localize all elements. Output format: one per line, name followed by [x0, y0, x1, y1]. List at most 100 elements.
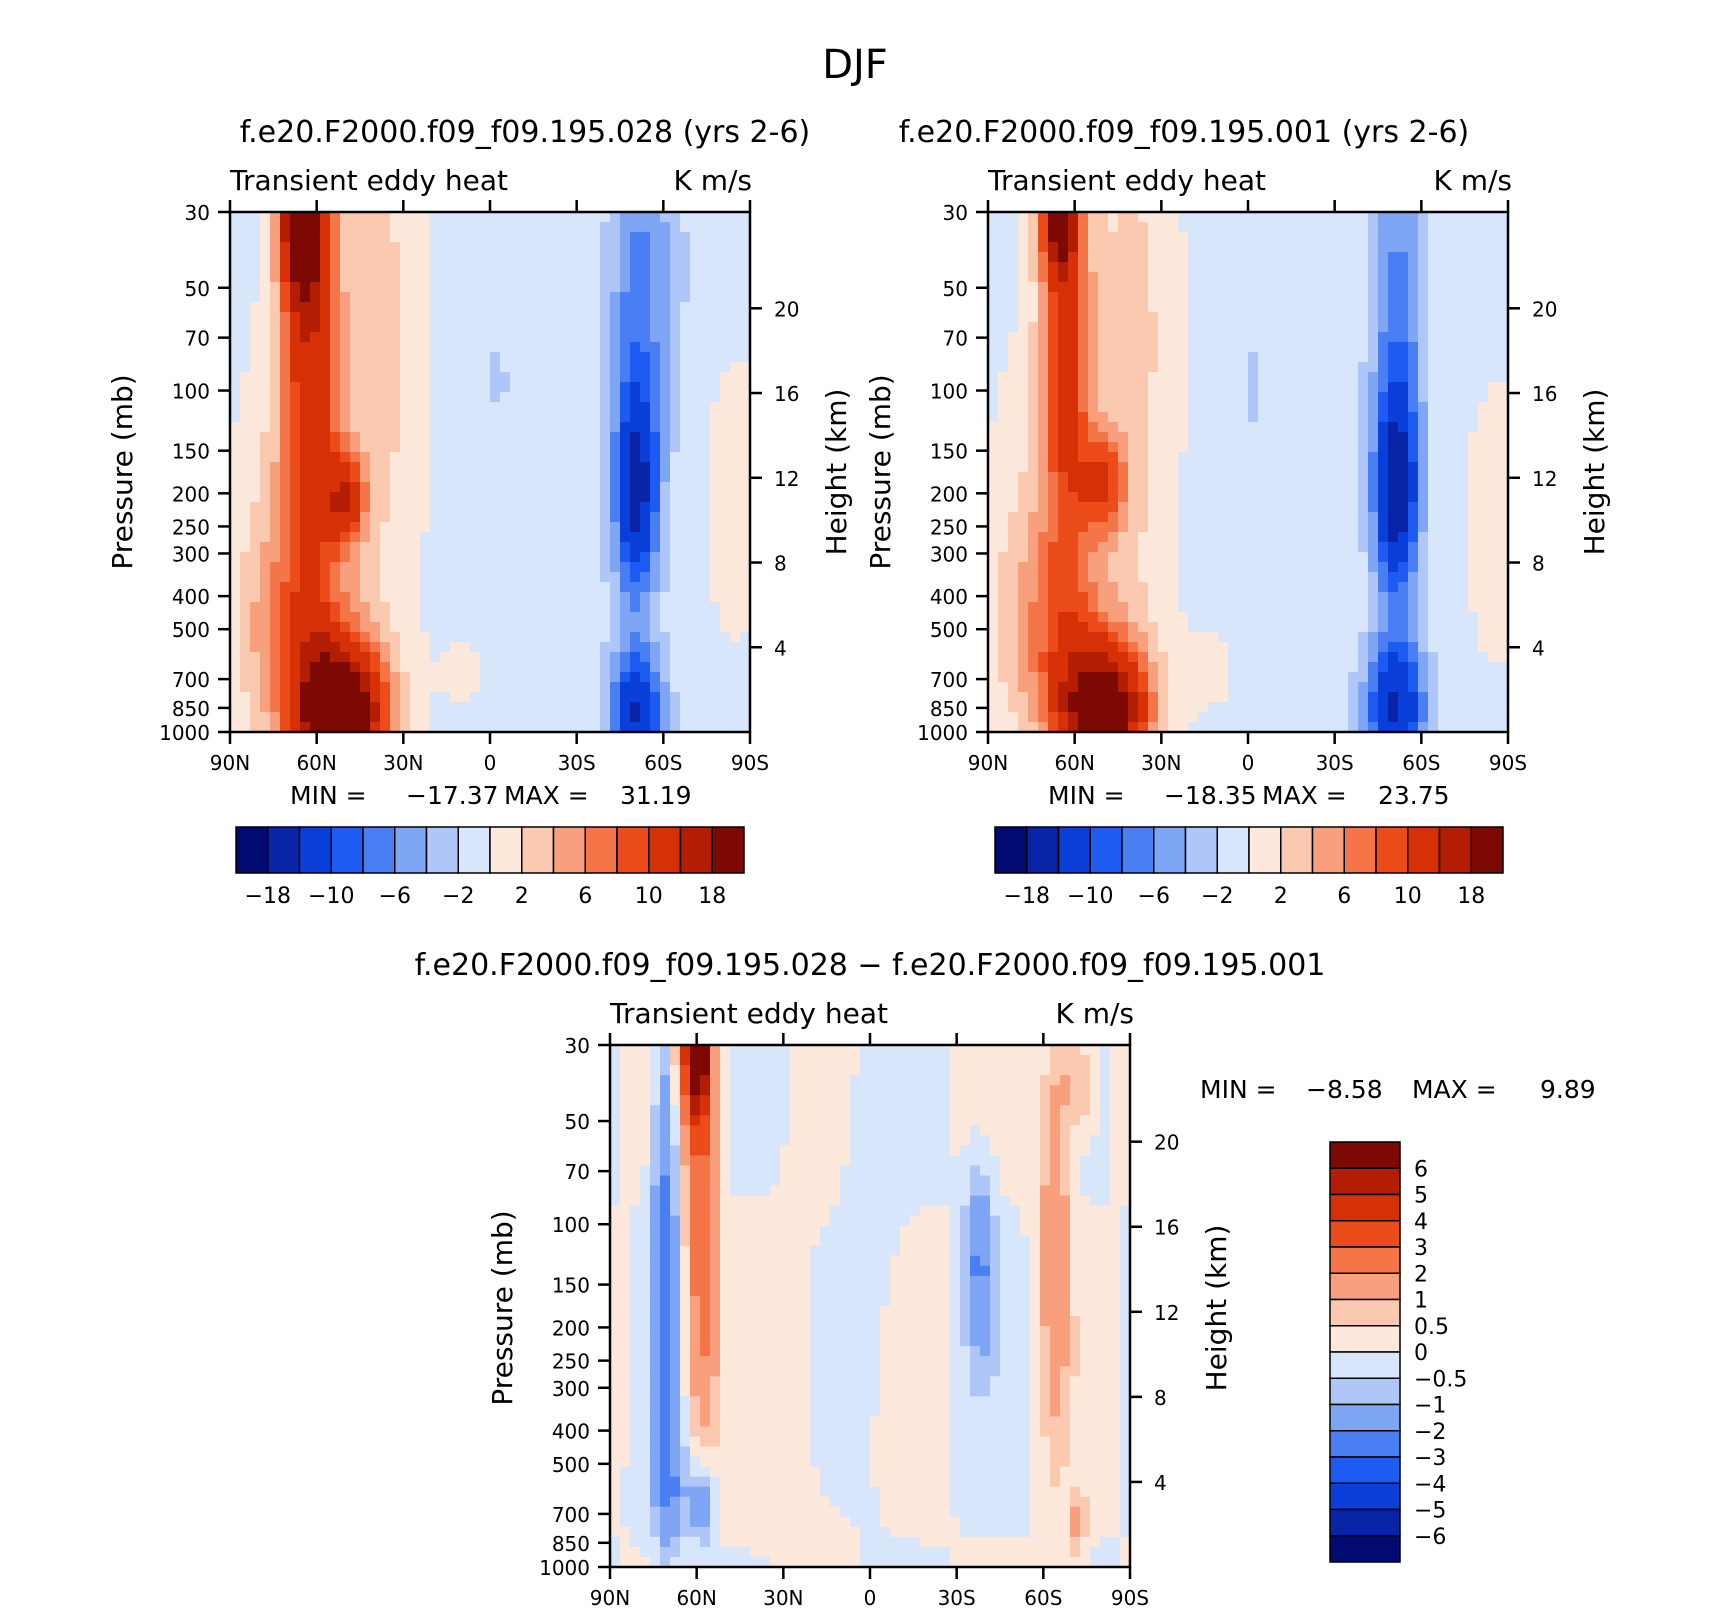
contour-cell [470, 572, 481, 583]
contour-cell [1238, 232, 1249, 243]
contour-cell [340, 602, 351, 613]
contour-cell [1128, 362, 1139, 373]
contour-cell [988, 352, 999, 363]
contour-cell [1308, 302, 1319, 313]
contour-cell [230, 372, 241, 383]
contour-cell [370, 392, 381, 403]
contour-cell [630, 472, 641, 483]
contour-cell [1078, 622, 1089, 633]
contour-cell [1208, 282, 1219, 293]
contour-cell [430, 652, 441, 663]
contour-cell [540, 282, 551, 293]
contour-cell [230, 252, 241, 263]
contour-cell [490, 262, 501, 273]
contour-cell [420, 302, 431, 313]
contour-cell [540, 252, 551, 263]
contour-cell [490, 602, 501, 613]
contour-cell [330, 662, 341, 673]
contour-cell [1388, 582, 1399, 593]
contour-cell [300, 722, 311, 732]
contour-cell [530, 712, 541, 723]
contour-cell [660, 662, 671, 673]
contour-cell [310, 702, 321, 713]
contour-cell [720, 632, 731, 643]
contour-cell [400, 672, 411, 683]
contour-cell [660, 292, 671, 303]
contour-cell [998, 432, 1009, 443]
contour-cell [1078, 262, 1089, 273]
contour-cell [260, 392, 271, 403]
contour-cell [1218, 342, 1229, 353]
contour-cell [450, 642, 461, 653]
contour-cell [1148, 372, 1159, 383]
contour-cell [1428, 262, 1439, 273]
contour-cell [460, 462, 471, 473]
contour-cell [490, 652, 501, 663]
contour-cell [550, 342, 561, 353]
contour-cell [1368, 232, 1379, 243]
contour-cell [390, 252, 401, 263]
colorbar-box [616, 826, 650, 874]
contour-cell [1148, 332, 1159, 343]
contour-cell [480, 502, 491, 513]
contour-cell [1498, 422, 1508, 433]
contour-cell [1238, 332, 1249, 343]
contour-cell [590, 302, 601, 313]
contour-cell [1178, 312, 1189, 323]
contour-cell [640, 552, 651, 563]
contour-cell [670, 282, 681, 293]
contour-cell [420, 402, 431, 413]
contour-cell [450, 692, 461, 703]
contour-cell [490, 332, 501, 343]
contour-cell [740, 232, 750, 243]
contour-cell [1408, 282, 1419, 293]
contour-cell [520, 492, 531, 503]
contour-cell [410, 512, 421, 523]
contour-cell [1088, 432, 1099, 443]
contour-cell [1118, 572, 1129, 583]
contour-cell [240, 652, 251, 663]
contour-cell [1048, 552, 1059, 563]
contour-cell [1058, 282, 1069, 293]
contour-cell [720, 282, 731, 293]
contour-cell [1378, 602, 1389, 613]
contour-cell [360, 482, 371, 493]
contour-cell [440, 282, 451, 293]
contour-cell [1028, 252, 1039, 263]
contour-cell [1418, 292, 1429, 303]
contour-cell [380, 472, 391, 483]
colorbar-box [552, 826, 586, 874]
contour-cell [988, 302, 999, 313]
contour-cell [610, 452, 621, 463]
contour-cell [370, 322, 381, 333]
contour-cell [640, 432, 651, 443]
contour-cell [1148, 592, 1159, 603]
contour-cell [1008, 612, 1019, 623]
contour-cell [380, 442, 391, 453]
contour-cell [600, 242, 611, 253]
contour-cell [660, 542, 671, 553]
contour-cell [640, 652, 651, 663]
contour-cell [550, 602, 561, 613]
contour-cell [640, 492, 651, 503]
contour-cell [710, 302, 721, 313]
colorbar-box [425, 826, 459, 874]
contour-cell [260, 332, 271, 343]
contour-cell [320, 642, 331, 653]
contour-cell [1048, 542, 1059, 553]
contour-cell [700, 652, 711, 663]
contour-cell [1248, 612, 1259, 623]
contour-cell [1438, 362, 1449, 373]
contour-cell [670, 392, 681, 403]
contour-cell [1188, 542, 1199, 553]
contour-cell [590, 652, 601, 663]
contour-cell [1298, 442, 1309, 453]
contour-cell [260, 432, 271, 443]
contour-cell [1478, 612, 1489, 623]
contour-cell [1108, 232, 1119, 243]
contour-cell [270, 722, 281, 732]
contour-cell [1048, 482, 1059, 493]
contour-cell [1298, 422, 1309, 433]
contour-cell [420, 512, 431, 523]
contour-cell [320, 712, 331, 723]
